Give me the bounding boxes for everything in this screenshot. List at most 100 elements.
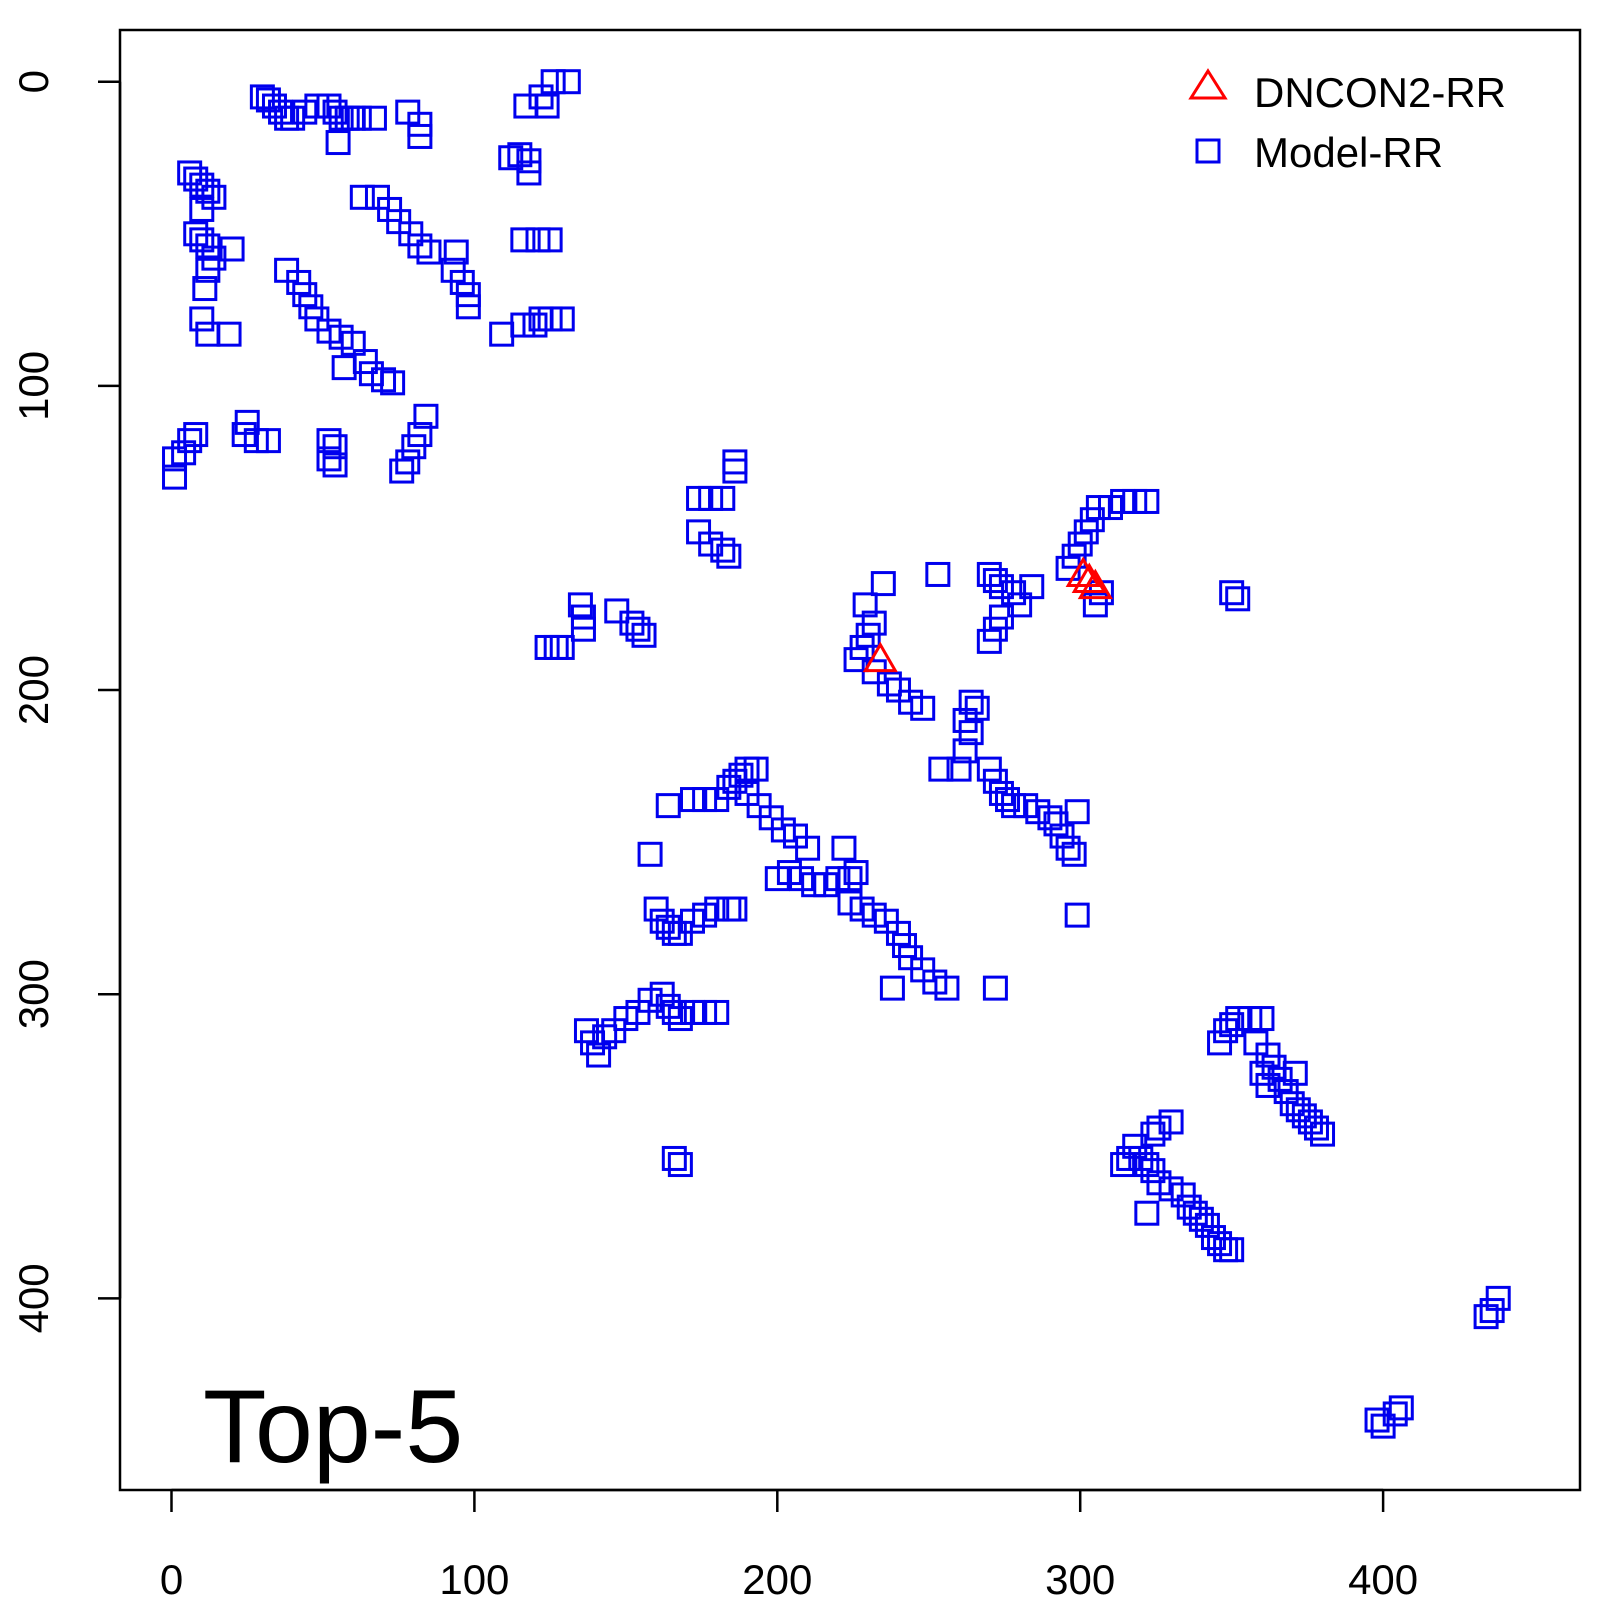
model-rr-point	[555, 69, 581, 95]
model-rr-point	[710, 485, 736, 511]
model-rr-point	[722, 449, 748, 475]
model-rr-point	[498, 145, 524, 171]
x-tick-label: 0	[160, 1556, 183, 1600]
model-rr-point	[925, 561, 951, 587]
model-rr-point	[910, 695, 936, 721]
model-rr-point	[1219, 580, 1245, 606]
model-rr-point	[1116, 1145, 1142, 1171]
y-tick-label: 100	[10, 351, 57, 421]
model-rr-point	[540, 69, 566, 95]
model-rr-point	[1019, 574, 1045, 600]
model-rr-point	[958, 689, 984, 715]
model-rr-point	[395, 449, 421, 475]
x-tick-label: 200	[742, 1556, 812, 1600]
x-tick-label: 300	[1045, 1556, 1115, 1600]
model-rr-point	[837, 866, 863, 892]
x-tick-label: 100	[439, 1556, 509, 1600]
model-rr-point	[349, 184, 375, 210]
model-rr-point	[549, 634, 575, 660]
model-rr-point	[534, 93, 560, 119]
model-rr-point	[219, 236, 245, 262]
model-rr-point	[177, 428, 203, 454]
model-rr-point	[407, 422, 433, 448]
legend-label-dncon2-rr: DNCON2-RR	[1254, 69, 1506, 116]
model-rr-point	[1134, 1200, 1160, 1226]
model-rr-point	[795, 835, 821, 861]
model-rr-point	[1282, 1060, 1308, 1086]
model-rr-point	[1303, 1115, 1329, 1141]
model-rr-point	[216, 321, 242, 347]
model-rr-point	[1064, 799, 1090, 825]
model-rr-point	[195, 178, 221, 204]
legend: DNCON2-RR Model-RR	[1188, 68, 1506, 176]
model-rr-point	[192, 276, 218, 302]
model-rr-point	[543, 634, 569, 660]
model-rr-point	[189, 306, 215, 332]
model-rr-point	[586, 1042, 612, 1068]
model-rr-point	[1134, 488, 1160, 514]
model-rr-point	[1225, 586, 1251, 612]
model-rr-point	[743, 756, 769, 782]
y-tick-label: 300	[10, 959, 57, 1029]
model-rr-point	[831, 835, 857, 861]
model-rr-point	[1364, 1407, 1390, 1433]
model-rr-point	[667, 1152, 693, 1178]
model-rr-point	[934, 975, 960, 1001]
model-rr-point	[704, 787, 730, 813]
y-tick-label: 200	[10, 655, 57, 725]
model-rr-point	[876, 671, 902, 697]
model-rr-point	[982, 975, 1008, 1001]
dncon2-rr-point	[1071, 562, 1107, 594]
plot-frame	[118, 28, 1582, 1492]
model-rr-point	[516, 160, 542, 186]
model-rr-point	[592, 1024, 618, 1050]
model-rr-point	[489, 321, 515, 347]
y-tick-label: 0	[10, 70, 57, 93]
model-rr-point	[255, 428, 281, 454]
model-rr-point	[958, 720, 984, 746]
model-rr-point	[443, 239, 469, 265]
panel-annotation: Top-5	[203, 1369, 463, 1485]
model-rr-point	[322, 434, 348, 460]
model-rr-point	[195, 321, 221, 347]
model-rr-point	[407, 123, 433, 149]
model-rr-point	[507, 142, 533, 168]
model-rr-point	[928, 756, 954, 782]
model-rr-point	[346, 105, 372, 131]
model-rr-point	[195, 257, 221, 283]
model-rr-point	[661, 999, 687, 1025]
model-rr-point	[1219, 1237, 1245, 1263]
model-rr-point	[852, 592, 878, 618]
model-rr-point	[843, 860, 869, 886]
model-rr-point	[1249, 1006, 1275, 1032]
dncon2-rr-point	[1065, 556, 1101, 587]
model-rr-point	[455, 294, 481, 320]
model-rr-point	[1219, 1012, 1245, 1038]
model-rr-point	[1255, 1072, 1281, 1098]
model-rr-point	[549, 306, 575, 332]
model-rr-point	[722, 896, 748, 922]
model-rr-point	[361, 105, 387, 131]
model-rr-point	[716, 543, 742, 569]
model-rr-point	[879, 975, 905, 1001]
model-rr-point	[728, 762, 754, 788]
model-rr-point	[1055, 835, 1081, 861]
model-rr-point	[389, 458, 415, 484]
model-rr-point	[510, 227, 536, 253]
x-tick-label: 400	[1348, 1556, 1418, 1600]
model-rr-point	[331, 355, 357, 381]
model-rr-point	[1061, 841, 1087, 867]
model-rr-point	[995, 787, 1021, 813]
dncon2-rr-point	[1077, 568, 1113, 600]
model-rr-point	[637, 841, 663, 867]
model-rr-point	[183, 422, 209, 448]
model-rr-point	[631, 622, 657, 648]
model-rr-point	[416, 239, 442, 265]
legend-marker-model-rr	[1195, 138, 1221, 164]
model-rr-point	[322, 452, 348, 478]
model-rr-point	[513, 93, 539, 119]
legend-label-model-rr: Model-RR	[1254, 129, 1443, 176]
model-rr-point	[413, 403, 439, 429]
model-rr-point	[570, 616, 596, 642]
model-rr-point	[952, 738, 978, 764]
